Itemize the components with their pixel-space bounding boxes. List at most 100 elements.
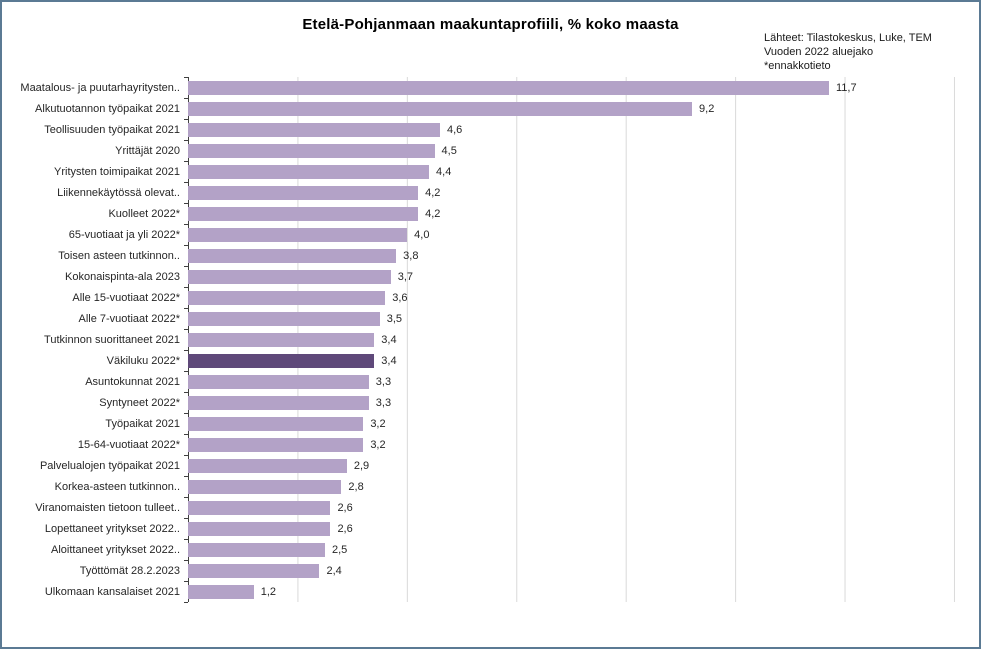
bar-row: Ulkomaan kansalaiset 2021 1,2 [2,581,955,602]
category-label: Korkea-asteen tutkinnon.. [54,480,180,493]
bar [188,353,375,368]
bar-row: Alle 7-vuotiaat 2022* 3,5 [2,308,955,329]
value-label: 3,5 [386,312,403,325]
bar-row: Viranomaisten tietoon tulleet.. 2,6 [2,497,955,518]
bar [188,206,419,221]
value-label: 4,4 [436,165,452,178]
category-axis-ticks [184,77,188,603]
category-label: Lopettaneet yritykset 2022.. [44,522,180,535]
bar-track: 4,0 [188,224,955,245]
value-label: 2,5 [331,543,348,556]
bar [188,185,419,200]
bar [188,101,693,116]
bar-track: 11,7 [188,77,955,98]
bar-track: 3,7 [188,266,955,287]
bar-track: 4,2 [188,203,955,224]
bar-row: Yrittäjät 2020 4,5 [2,140,955,161]
category-label: Asuntokunnat 2021 [85,375,180,388]
source-line-2: Vuoden 2022 aluejako [764,46,874,58]
bar-track: 3,4 [188,329,955,350]
bar-track: 9,2 [188,98,955,119]
category-label: 65-vuotiaat ja yli 2022* [68,228,180,241]
bar-row: Tutkinnon suorittaneet 2021 3,4 [2,329,955,350]
category-label: Tutkinnon suorittaneet 2021 [44,333,180,346]
bar-track: 2,5 [188,539,955,560]
bar [188,563,320,578]
bar-row: Syntyneet 2022* 3,3 [2,392,955,413]
bar-row: Korkea-asteen tutkinnon.. 2,8 [2,476,955,497]
bar-track: 2,6 [188,518,955,539]
category-label: Kokonaispinta-ala 2023 [65,270,180,283]
bar-track: 1,2 [188,581,955,602]
bar [188,521,331,536]
category-label: Teollisuuden työpaikat 2021 [44,123,180,136]
bar-track: 4,6 [188,119,955,140]
value-label: 4,6 [447,123,463,136]
category-label: Alkutuotannon työpaikat 2021 [35,102,180,115]
bar [188,542,325,557]
bar-track: 3,3 [188,392,955,413]
bar [188,458,347,473]
category-label: Työttömät 28.2.2023 [79,564,180,577]
bar [188,437,364,452]
value-label: 2,6 [337,522,353,535]
bar-row: Kuolleet 2022* 4,2 [2,203,955,224]
bar [188,374,369,389]
category-label: Väkiluku 2022* [106,354,180,367]
chart-title: Etelä-Pohjanmaan maakuntaprofiili, % kok… [302,16,679,33]
source-line-1: Lähteet: Tilastokeskus, Luke, TEM [764,32,932,44]
value-label: 1,2 [260,585,277,598]
category-label: Yrittäjät 2020 [115,144,180,157]
bar-row: Kokonaispinta-ala 2023 3,7 [2,266,955,287]
bar-row: Liikennekäytössä olevat.. 4,2 [2,182,955,203]
value-label: 2,4 [326,564,342,577]
value-label: 3,2 [370,417,386,430]
category-label: 15-64-vuotiaat 2022* [77,438,180,451]
bar-row: Palvelualojen työpaikat 2021 2,9 [2,455,955,476]
bar-row: 15-64-vuotiaat 2022* 3,2 [2,434,955,455]
bar-row: Väkiluku 2022* 3,4 [2,350,955,371]
bar-track: 3,2 [188,434,955,455]
value-label: 3,2 [370,438,386,451]
bar [188,143,435,158]
bar-row: Yritysten toimipaikat 2021 4,4 [2,161,955,182]
bar-track: 3,3 [188,371,955,392]
bar [188,479,342,494]
value-label: 11,7 [835,81,857,94]
bar-track: 3,4 [188,350,955,371]
value-label: 3,4 [381,354,397,367]
category-label: Työpaikat 2021 [105,417,180,430]
value-label: 4,2 [425,186,441,199]
category-label: Maatalous- ja puutarhayritysten.. [20,81,180,94]
bar-row: Teollisuuden työpaikat 2021 4,6 [2,119,955,140]
bar-row: Alle 15-vuotiaat 2022* 3,6 [2,287,955,308]
bar [188,290,386,305]
bar-row: 65-vuotiaat ja yli 2022* 4,0 [2,224,955,245]
value-label: 4,2 [425,207,441,220]
bar-track: 4,2 [188,182,955,203]
category-label: Aloittaneet yritykset 2022.. [50,543,180,556]
bar [188,311,380,326]
category-label: Toisen asteen tutkinnon.. [58,249,180,262]
value-label: 2,6 [337,501,353,514]
bar [188,80,829,95]
bar-row: Aloittaneet yritykset 2022.. 2,5 [2,539,955,560]
bar [188,584,254,599]
category-label: Ulkomaan kansalaiset 2021 [44,585,180,598]
bar [188,395,369,410]
bar-track: 2,8 [188,476,955,497]
bar [188,416,364,431]
bar-row: Asuntokunnat 2021 3,3 [2,371,955,392]
bar [188,227,408,242]
bar-row: Alkutuotannon työpaikat 2021 9,2 [2,98,955,119]
bar [188,269,391,284]
category-label: Yritysten toimipaikat 2021 [54,165,180,178]
value-label: 3,3 [375,375,392,388]
bar [188,500,331,515]
bar-row: Työttömät 28.2.2023 2,4 [2,560,955,581]
bar [188,164,430,179]
bar-row: Toisen asteen tutkinnon.. 3,8 [2,245,955,266]
value-label: 2,9 [353,459,370,472]
bar-row: Työpaikat 2021 3,2 [2,413,955,434]
